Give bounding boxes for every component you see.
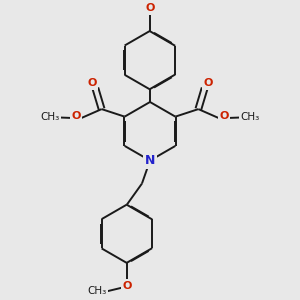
Text: O: O xyxy=(87,78,97,88)
Text: CH₃: CH₃ xyxy=(87,286,106,296)
Text: O: O xyxy=(122,281,132,291)
Text: O: O xyxy=(145,3,155,13)
Text: CH₃: CH₃ xyxy=(40,112,59,122)
Text: CH₃: CH₃ xyxy=(241,112,260,122)
Text: O: O xyxy=(220,111,229,121)
Text: N: N xyxy=(145,154,155,167)
Text: O: O xyxy=(203,78,213,88)
Text: O: O xyxy=(71,111,80,121)
